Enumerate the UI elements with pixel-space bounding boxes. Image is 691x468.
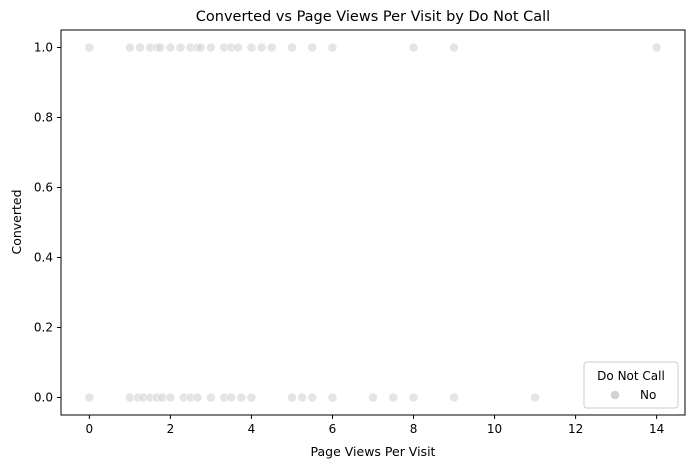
data-point — [449, 392, 459, 403]
y-tick-label: 0.4 — [34, 251, 53, 265]
x-tick-label: 2 — [167, 422, 175, 436]
legend: Do Not Call No — [583, 361, 679, 409]
data-point — [287, 392, 297, 403]
x-tick-label: 4 — [248, 422, 256, 436]
legend-title: Do Not Call — [597, 369, 665, 383]
data-point — [233, 42, 243, 53]
data-point — [206, 392, 216, 403]
data-point — [155, 42, 166, 53]
data-point — [327, 392, 338, 403]
y-tick-label: 1.0 — [34, 41, 53, 55]
data-point — [135, 42, 145, 53]
x-tick-label: 0 — [86, 422, 94, 436]
data-points — [84, 42, 662, 403]
y-tick-label: 0.0 — [34, 391, 53, 405]
data-point — [408, 392, 419, 403]
legend-marker-no — [610, 390, 620, 400]
data-point — [388, 392, 399, 403]
chart-title: Converted vs Page Views Per Visit by Do … — [196, 9, 550, 25]
x-tick-label: 8 — [410, 422, 418, 436]
data-point — [192, 392, 203, 403]
x-tick-label: 12 — [568, 422, 583, 436]
data-point — [175, 42, 186, 53]
data-point — [195, 42, 206, 53]
data-point — [206, 42, 216, 53]
data-point — [165, 392, 176, 403]
data-point — [297, 392, 307, 403]
x-tick-label: 6 — [329, 422, 337, 436]
data-point — [368, 392, 378, 403]
data-point — [327, 42, 338, 53]
y-tick-label: 0.2 — [34, 321, 53, 335]
data-point — [236, 392, 247, 403]
data-point — [84, 42, 95, 53]
data-point — [651, 42, 662, 53]
x-axis: 0 2 4 6 8 10 12 14 — [86, 415, 664, 436]
data-point — [124, 42, 135, 53]
data-point — [287, 42, 297, 53]
data-point — [256, 42, 267, 53]
legend-label-no: No — [640, 388, 656, 402]
y-axis: 0.0 0.2 0.4 0.6 0.8 1.0 — [34, 41, 61, 405]
data-point — [246, 392, 257, 403]
y-tick-label: 0.8 — [34, 111, 53, 125]
data-point — [408, 42, 419, 53]
data-point — [530, 392, 540, 403]
x-axis-label: Page Views Per Visit — [311, 444, 436, 459]
data-point — [307, 392, 318, 403]
data-point — [449, 42, 459, 53]
y-axis-label: Converted — [9, 189, 24, 254]
plot-area-frame — [60, 29, 686, 416]
data-point — [165, 42, 176, 53]
data-point — [246, 42, 257, 53]
legend-box — [583, 361, 679, 409]
y-tick-label: 0.6 — [34, 181, 53, 195]
x-tick-label: 14 — [649, 422, 664, 436]
data-point — [266, 42, 277, 53]
data-point — [226, 392, 237, 403]
data-point — [84, 392, 95, 403]
data-point — [307, 42, 318, 53]
x-tick-label: 10 — [487, 422, 502, 436]
